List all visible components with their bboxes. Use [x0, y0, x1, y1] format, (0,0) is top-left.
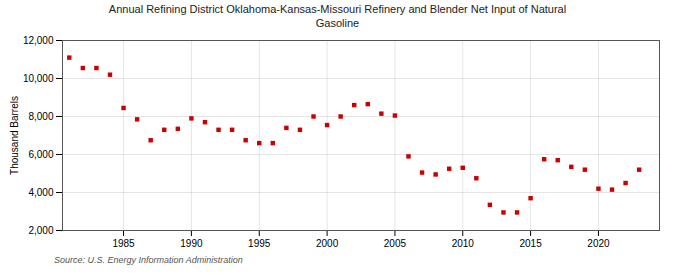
svg-text:2020: 2020 [587, 238, 610, 249]
svg-text:2000: 2000 [316, 238, 339, 249]
svg-text:12,000: 12,000 [23, 35, 54, 46]
html-text:Source: U.S. Energy Informatio: Source: U.S. Energy Information Administ… [54, 255, 243, 265]
svg-text:8,000: 8,000 [28, 111, 53, 122]
svg-text:1995: 1995 [248, 238, 271, 249]
svg-text:4,000: 4,000 [28, 187, 53, 198]
svg-text:6,000: 6,000 [28, 149, 53, 160]
svg-text:2005: 2005 [384, 238, 407, 249]
html-text:Annual Refining District Oklah: Annual Refining District Oklahoma-Kansas… [108, 3, 567, 29]
svg-text:10,000: 10,000 [23, 73, 54, 84]
svg-text:2010: 2010 [452, 238, 475, 249]
svg-text:2,000: 2,000 [28, 225, 53, 236]
svg-text:Thousand Barrels: Thousand Barrels [9, 96, 20, 175]
svg-text:1985: 1985 [112, 238, 135, 249]
svg-text:2015: 2015 [519, 238, 542, 249]
svg-text:1990: 1990 [180, 238, 203, 249]
